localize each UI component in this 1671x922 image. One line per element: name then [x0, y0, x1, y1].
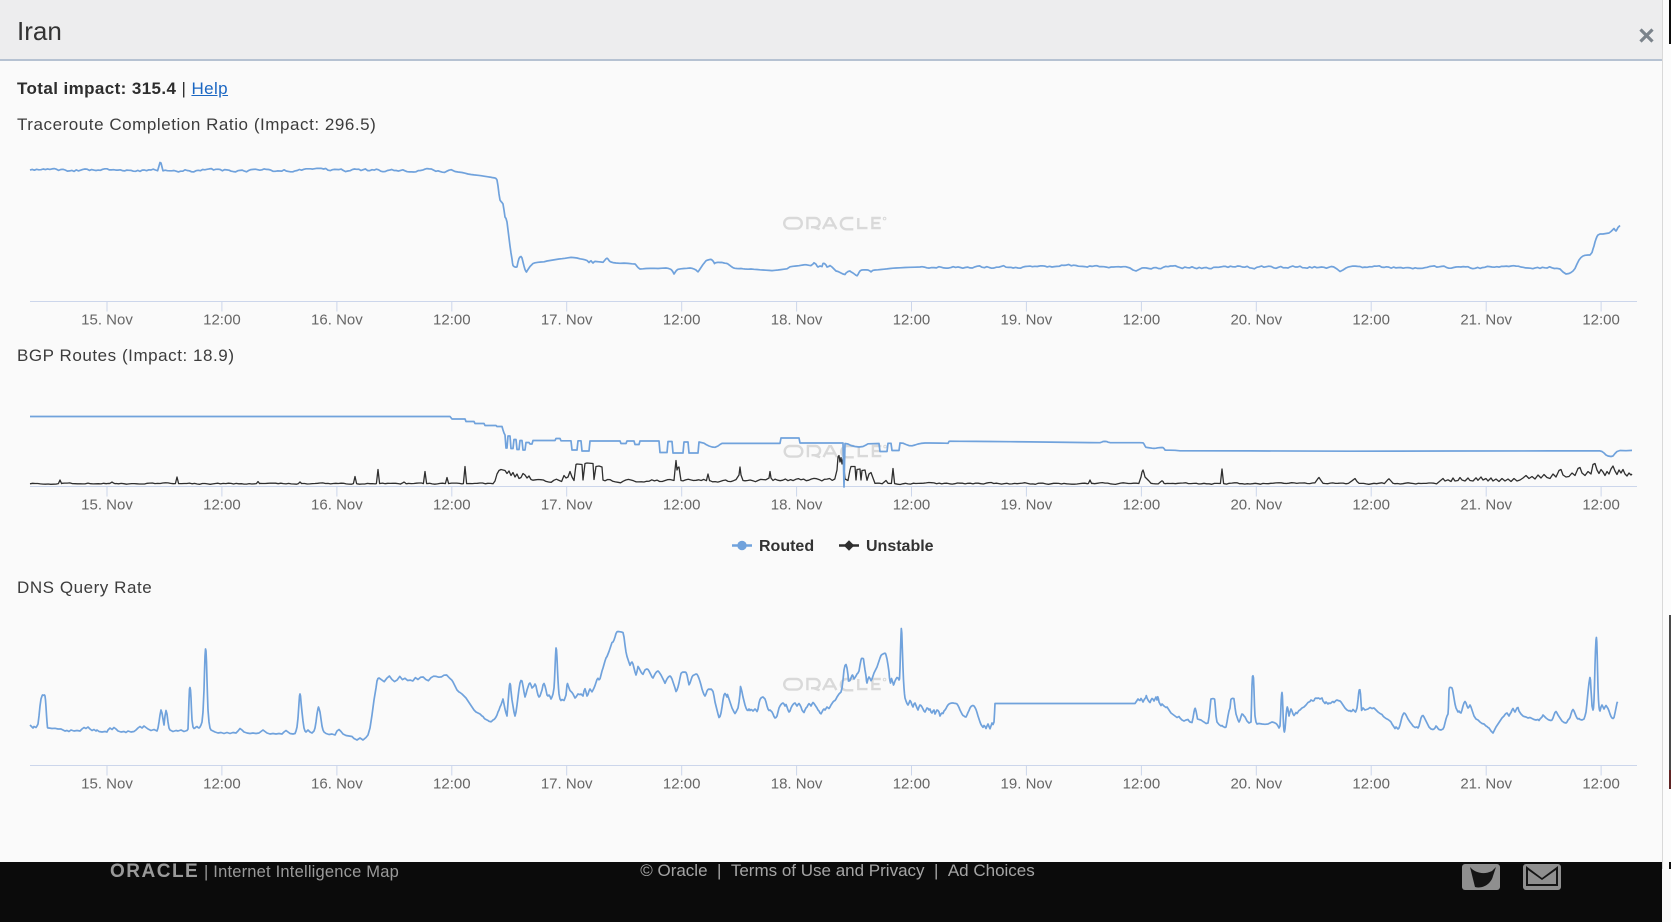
svg-text:20. Nov: 20. Nov: [1230, 312, 1282, 329]
svg-text:12:00: 12:00: [1582, 497, 1620, 514]
svg-text:12:00: 12:00: [433, 312, 471, 329]
svg-text:12:00: 12:00: [1123, 497, 1161, 514]
svg-text:12:00: 12:00: [1582, 776, 1620, 793]
svg-text:15. Nov: 15. Nov: [81, 776, 133, 793]
svg-text:12:00: 12:00: [433, 497, 471, 514]
svg-text:21. Nov: 21. Nov: [1460, 312, 1512, 329]
svg-text:18. Nov: 18. Nov: [771, 312, 823, 329]
svg-text:12:00: 12:00: [1352, 497, 1390, 514]
svg-text:12:00: 12:00: [1352, 312, 1390, 329]
svg-text:18. Nov: 18. Nov: [771, 776, 823, 793]
svg-text:12:00: 12:00: [1123, 776, 1161, 793]
svg-text:12:00: 12:00: [663, 497, 701, 514]
svg-text:12:00: 12:00: [433, 776, 471, 793]
svg-text:Routed: Routed: [759, 538, 814, 555]
svg-text:12:00: 12:00: [1123, 312, 1161, 329]
svg-text:21. Nov: 21. Nov: [1460, 776, 1512, 793]
svg-text:12:00: 12:00: [203, 312, 241, 329]
svg-text:16. Nov: 16. Nov: [311, 312, 363, 329]
svg-text:12:00: 12:00: [893, 776, 931, 793]
svg-text:12:00: 12:00: [1582, 312, 1620, 329]
svg-text:12:00: 12:00: [663, 312, 701, 329]
svg-text:20. Nov: 20. Nov: [1230, 497, 1282, 514]
svg-text:15. Nov: 15. Nov: [81, 497, 133, 514]
svg-text:12:00: 12:00: [203, 776, 241, 793]
svg-text:20. Nov: 20. Nov: [1230, 776, 1282, 793]
svg-text:19. Nov: 19. Nov: [1001, 497, 1053, 514]
svg-text:21. Nov: 21. Nov: [1460, 497, 1512, 514]
svg-text:18. Nov: 18. Nov: [771, 497, 823, 514]
svg-text:16. Nov: 16. Nov: [311, 776, 363, 793]
svg-text:12:00: 12:00: [663, 776, 701, 793]
svg-text:19. Nov: 19. Nov: [1001, 776, 1053, 793]
svg-text:Unstable: Unstable: [866, 538, 934, 555]
svg-text:17. Nov: 17. Nov: [541, 776, 593, 793]
svg-text:12:00: 12:00: [893, 312, 931, 329]
svg-text:12:00: 12:00: [893, 497, 931, 514]
svg-text:15. Nov: 15. Nov: [81, 312, 133, 329]
svg-text:17. Nov: 17. Nov: [541, 312, 593, 329]
svg-text:19. Nov: 19. Nov: [1001, 312, 1053, 329]
svg-text:12:00: 12:00: [1352, 776, 1390, 793]
svg-text:16. Nov: 16. Nov: [311, 497, 363, 514]
svg-text:12:00: 12:00: [203, 497, 241, 514]
svg-text:17. Nov: 17. Nov: [541, 497, 593, 514]
